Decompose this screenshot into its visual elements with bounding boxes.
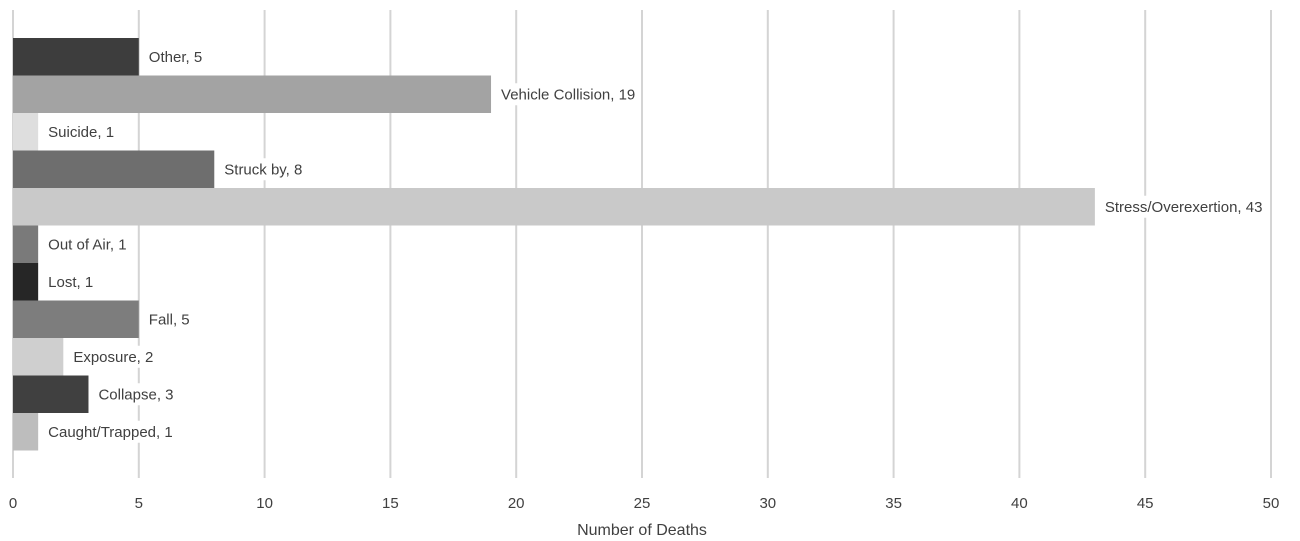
x-axis-title: Number of Deaths xyxy=(577,522,707,539)
x-tick-label: 10 xyxy=(256,495,273,512)
x-axis-ticks: 0 5 10 15 20 25 30 35 40 45 50 xyxy=(9,495,1280,512)
bar-label-group: Exposure, 2 xyxy=(69,345,158,368)
x-tick-label: 25 xyxy=(634,495,651,512)
x-tick-label: 45 xyxy=(1137,495,1154,512)
bar-label: Suicide, 1 xyxy=(48,124,114,141)
bar-2 xyxy=(13,113,39,151)
bar-8 xyxy=(13,338,64,376)
bar-label: Caught/Trapped, 1 xyxy=(48,424,173,441)
bar-label-background xyxy=(497,83,640,106)
x-tick-label: 20 xyxy=(508,495,525,512)
bar-5 xyxy=(13,225,39,263)
bar-label-background xyxy=(44,233,131,256)
bar-6 xyxy=(13,263,39,301)
bar-label-group: Fall, 5 xyxy=(144,308,194,331)
x-tick-label: 5 xyxy=(135,495,143,512)
bar-label: Stress/Overexertion, 43 xyxy=(1105,199,1263,216)
bar-label: Collapse, 3 xyxy=(98,386,173,403)
bar-label-background xyxy=(44,270,98,293)
bar-labels: Other, 5 Vehicle Collision, 19 Suicide, 1 S… xyxy=(44,45,1267,443)
x-tick-label: 35 xyxy=(885,495,902,512)
bar-label-background xyxy=(144,308,194,331)
bar-label-group: Suicide, 1 xyxy=(44,120,119,143)
bar-7 xyxy=(13,300,139,338)
x-tick-label: 30 xyxy=(759,495,776,512)
bars xyxy=(13,38,1095,451)
bar-label-background xyxy=(44,420,177,443)
bar-label-background xyxy=(69,345,158,368)
bar-0 xyxy=(13,38,139,76)
bar-label-group: Caught/Trapped, 1 xyxy=(44,420,177,443)
bar-label-group: Stress/Overexertion, 43 xyxy=(1100,195,1267,218)
bar-10 xyxy=(13,413,39,451)
bar-label-background xyxy=(144,45,207,68)
bar-label: Other, 5 xyxy=(149,49,202,66)
bar-label-background xyxy=(94,383,178,406)
x-tick-label: 50 xyxy=(1263,495,1280,512)
x-tick-label: 0 xyxy=(9,495,17,512)
bar-label-background xyxy=(1100,195,1267,218)
bar-label-group: Struck by, 8 xyxy=(220,158,307,181)
bar-label-group: Vehicle Collision, 19 xyxy=(497,83,640,106)
bar-label-group: Collapse, 3 xyxy=(94,383,178,406)
bar-label-background xyxy=(220,158,307,181)
bar-label: Lost, 1 xyxy=(48,274,93,291)
bar-label: Out of Air, 1 xyxy=(48,236,126,253)
bar-label-group: Other, 5 xyxy=(144,45,207,68)
bar-label-group: Lost, 1 xyxy=(44,270,98,293)
bar-label: Vehicle Collision, 19 xyxy=(501,86,635,103)
bar-label-group: Out of Air, 1 xyxy=(44,233,131,256)
bar-label-background xyxy=(44,120,119,143)
bar-4 xyxy=(13,188,1095,226)
bar-3 xyxy=(13,150,215,188)
x-tick-label: 15 xyxy=(382,495,399,512)
bar-1 xyxy=(13,75,492,113)
bar-label: Fall, 5 xyxy=(149,311,190,328)
bar-9 xyxy=(13,375,89,413)
bar-label: Struck by, 8 xyxy=(224,161,302,178)
x-tick-label: 40 xyxy=(1011,495,1028,512)
bar-label: Exposure, 2 xyxy=(73,349,153,366)
